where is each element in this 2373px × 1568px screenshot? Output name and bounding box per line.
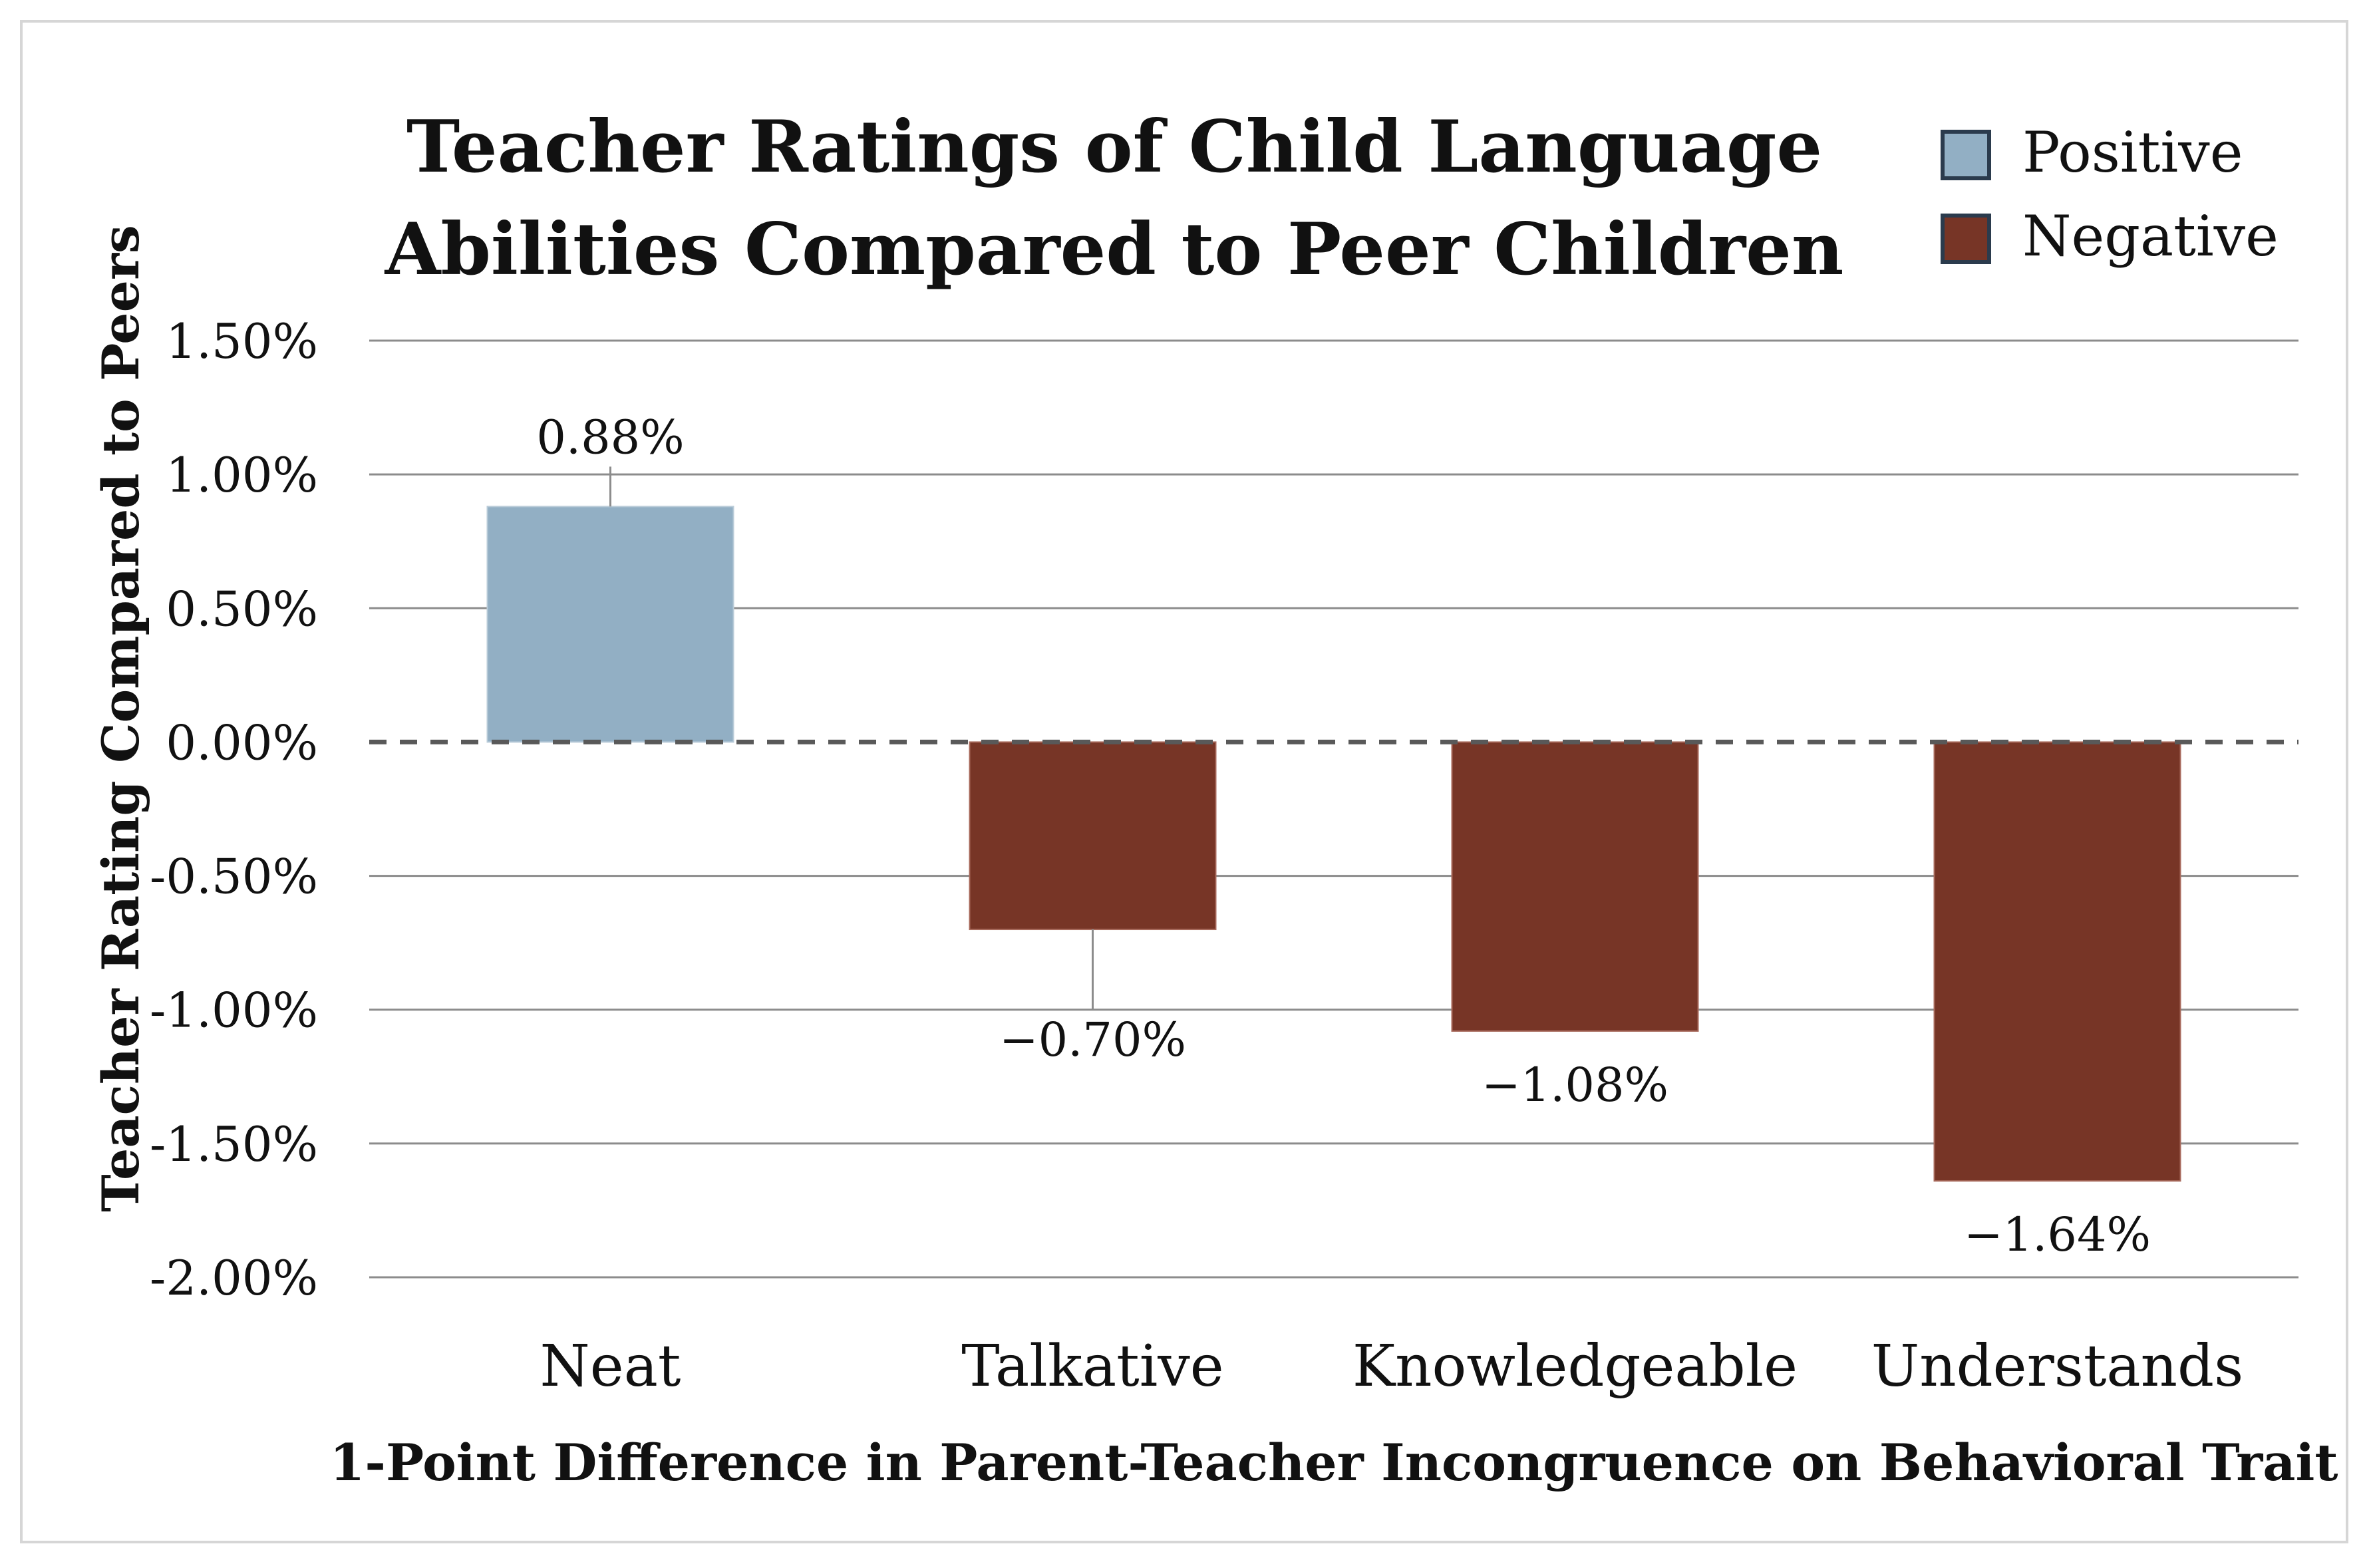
data-label: −0.70%	[999, 1013, 1186, 1067]
x-tick-label: Talkative	[961, 1333, 1223, 1400]
bar-talkative	[969, 741, 1217, 931]
y-tick-label: -0.50%	[150, 849, 318, 905]
y-tick-label: -1.00%	[150, 983, 318, 1038]
bar-knowledgeable	[1451, 741, 1699, 1032]
y-tick-label: 1.50%	[166, 313, 318, 369]
x-tick-label: Understands	[1871, 1333, 2243, 1400]
y-tick-label: 0.00%	[166, 714, 318, 770]
y-tick-label: 1.00%	[166, 447, 318, 503]
y-tick-label: 0.50%	[166, 581, 318, 637]
legend-swatch-positive	[1941, 130, 1991, 180]
x-tick-label: Knowledgeable	[1352, 1333, 1798, 1400]
legend-swatch-negative	[1941, 214, 1991, 264]
y-tick-label: -1.50%	[150, 1116, 318, 1172]
x-axis-categories: Neat Talkative Knowledgeable Understands	[540, 1333, 2244, 1400]
chart-title-line-1: Teacher Ratings of Child Language	[406, 105, 1822, 189]
data-label: 0.88%	[536, 410, 684, 464]
bars	[369, 506, 2298, 1182]
y-axis-label: Teacher Rating Compared to Peers	[91, 225, 150, 1212]
legend-label-positive: Positive	[2022, 120, 2243, 185]
bar-neat	[486, 506, 734, 743]
legend: Positive Negative	[1941, 120, 2279, 269]
y-axis-ticks: 1.50% 1.00% 0.50% 0.00% -0.50% -1.00% -1.50% -2…	[150, 313, 318, 1306]
x-axis-label: 1-Point Difference in Parent-Teacher Inc…	[330, 1433, 2338, 1492]
chart-title-line-2: Abilities Compared to Peer Children	[385, 208, 1844, 291]
data-label: −1.08%	[1482, 1058, 1668, 1112]
data-labels: 0.88% −0.70% −1.08% −1.64%	[536, 410, 2151, 1262]
legend-label-negative: Negative	[2022, 204, 2279, 269]
data-label: −1.64%	[1964, 1207, 2151, 1262]
y-tick-label: -2.00%	[150, 1250, 318, 1306]
x-tick-label: Neat	[540, 1333, 681, 1400]
bar-understands	[1933, 741, 2181, 1182]
